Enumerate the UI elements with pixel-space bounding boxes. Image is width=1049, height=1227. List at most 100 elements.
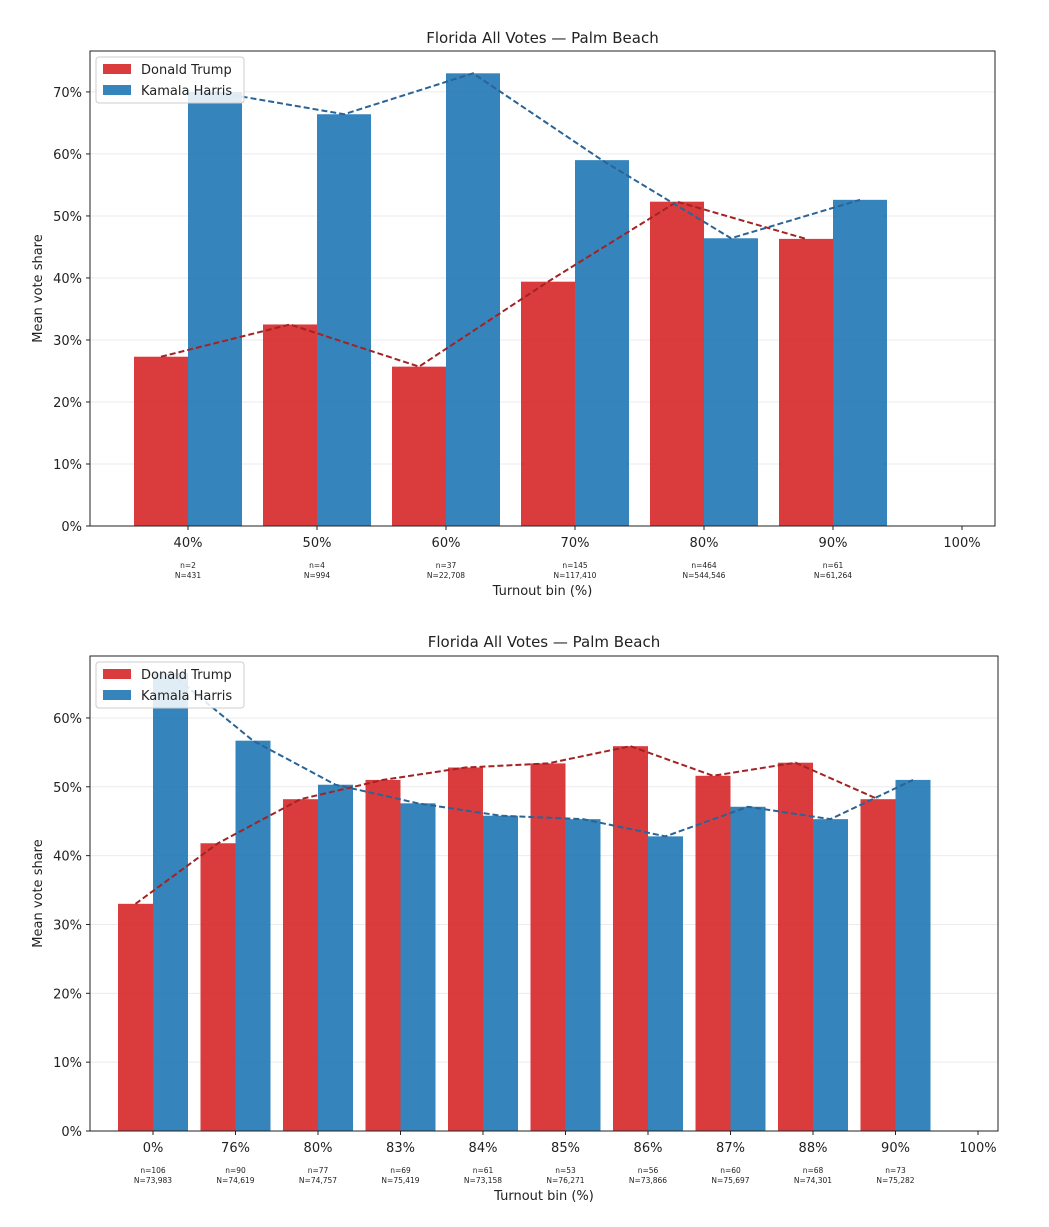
x-tick-label: 88% (799, 1141, 828, 1156)
bin-count-N: N=76,271 (546, 1176, 584, 1185)
trend-line-harris (214, 72, 861, 240)
y-axis-label: Mean vote share (31, 234, 46, 342)
x-tick-label: 80% (690, 536, 719, 551)
legend-swatch (103, 669, 131, 679)
bar-harris (648, 836, 683, 1131)
bar-harris (153, 673, 188, 1131)
x-tick-label: 90% (881, 1141, 910, 1156)
legend-swatch (103, 64, 131, 74)
legend-label: Kamala Harris (141, 84, 232, 99)
bar-harris (235, 740, 271, 1131)
bin-count-N: N=74,619 (216, 1176, 254, 1185)
bin-count-N: N=75,282 (876, 1176, 914, 1185)
x-tick-label: 84% (469, 1141, 498, 1156)
y-tick-label: 70% (53, 86, 82, 101)
bin-count-N: N=61,264 (814, 571, 852, 580)
y-tick-label: 50% (53, 781, 82, 796)
y-tick-label: 40% (53, 850, 82, 865)
bar-trump (200, 843, 236, 1131)
bin-count-N: N=73,866 (629, 1176, 667, 1185)
bar-trump (134, 356, 188, 526)
bar-trump (118, 903, 153, 1131)
legend-label: Donald Trump (141, 668, 232, 683)
x-tick-label: 70% (561, 536, 590, 551)
bin-count-n: n=61 (473, 1166, 494, 1175)
bar-harris (895, 779, 931, 1131)
y-tick-label: 0% (61, 520, 82, 535)
bin-count-N: N=117,410 (554, 571, 597, 580)
bin-count-n: n=60 (720, 1166, 741, 1175)
y-axis-label: Mean vote share (31, 839, 46, 947)
chart-top: Florida All Votes — Palm Beach 0% 10% 20% 30… (31, 29, 996, 599)
chart-bottom: Florida All Votes — Palm Beach 0% 10% 20% 30… (31, 633, 999, 1204)
x-tick-label: 40% (174, 536, 203, 551)
bin-count-N: N=73,158 (464, 1176, 502, 1185)
x-tick-label: 0% (143, 1141, 164, 1156)
legend-box (95, 56, 245, 104)
bin-count-n: n=4 (309, 561, 325, 570)
bin-count-N: N=74,757 (299, 1176, 337, 1185)
bin-count-n: n=106 (140, 1166, 166, 1175)
x-tick-label: 50% (303, 536, 332, 551)
axes-frame (89, 50, 996, 527)
bar-harris (318, 784, 353, 1131)
bar-harris (317, 114, 371, 526)
trend-line-trump (134, 745, 879, 905)
bin-count-n: n=2 (180, 561, 196, 570)
bar-trump (650, 201, 704, 527)
legend-label: Kamala Harris (141, 689, 232, 704)
bin-count-N: N=75,697 (711, 1176, 749, 1185)
bar-trump (695, 775, 731, 1131)
bar-trump (860, 799, 896, 1131)
y-tick-label: 0% (61, 1125, 82, 1140)
bin-count-n: n=61 (823, 561, 844, 570)
x-tick-label: 83% (386, 1141, 415, 1156)
legend-box (95, 661, 245, 709)
bar-trump (530, 763, 566, 1131)
x-tick-label: 85% (551, 1141, 580, 1156)
x-tick-label: 60% (432, 536, 461, 551)
bar-harris (483, 815, 518, 1131)
bar-trump (365, 779, 401, 1131)
y-tick-label: 20% (53, 987, 82, 1002)
x-tick-label: 76% (221, 1141, 250, 1156)
axes-frame (89, 655, 999, 1132)
bar-trump (613, 746, 648, 1131)
bar-trump (779, 238, 833, 526)
y-tick-label: 30% (53, 918, 82, 933)
bar-trump (448, 767, 483, 1131)
bar-trump (392, 366, 446, 526)
bin-count-n: n=37 (436, 561, 457, 570)
y-tick-label: 10% (53, 1056, 82, 1071)
y-tick-label: 40% (53, 272, 82, 287)
bin-count-n: n=77 (308, 1166, 329, 1175)
bar-harris (575, 160, 629, 527)
y-tick-label: 20% (53, 396, 82, 411)
bin-count-N: N=73,983 (134, 1176, 172, 1185)
y-tick-label: 50% (53, 210, 82, 225)
bin-count-N: N=994 (304, 571, 330, 580)
bar-trump (778, 762, 813, 1131)
bin-count-n: n=69 (390, 1166, 411, 1175)
y-tick-label: 60% (53, 712, 82, 727)
bar-trump (283, 799, 318, 1131)
bin-count-N: N=544,546 (683, 571, 726, 580)
chart-title: Florida All Votes — Palm Beach (428, 633, 660, 651)
bar-harris (813, 819, 848, 1131)
x-tick-label: 87% (716, 1141, 745, 1156)
bar-trump (521, 281, 575, 526)
bin-count-n: n=68 (803, 1166, 824, 1175)
bar-harris (704, 238, 758, 526)
bin-count-n: n=90 (225, 1166, 246, 1175)
bin-count-N: N=75,419 (381, 1176, 419, 1185)
x-tick-label: 90% (819, 536, 848, 551)
bar-harris (400, 803, 436, 1131)
y-tick-label: 30% (53, 334, 82, 349)
x-axis-label: Turnout bin (%) (493, 1189, 594, 1204)
x-axis-label: Turnout bin (%) (492, 584, 593, 599)
bin-count-N: N=74,301 (794, 1176, 832, 1185)
bin-count-n: n=145 (562, 561, 588, 570)
bar-harris (446, 73, 500, 526)
bin-count-n: n=56 (638, 1166, 659, 1175)
bar-harris (565, 819, 601, 1131)
